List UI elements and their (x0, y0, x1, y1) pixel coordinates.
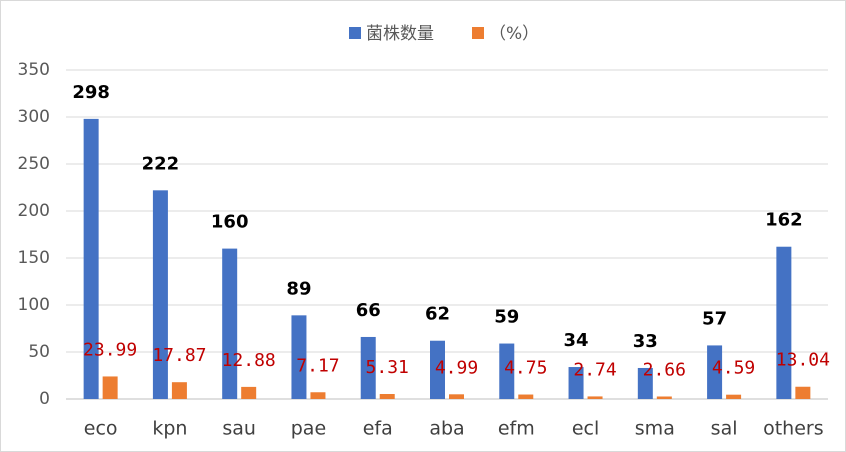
x-tick-label: pae (291, 418, 326, 440)
data-label: 7.17 (296, 355, 339, 376)
y-tick-label: 250 (18, 154, 50, 174)
bar (171, 382, 187, 399)
bar (310, 392, 326, 399)
data-label: 2.74 (573, 359, 616, 380)
y-tick-label: 350 (18, 60, 50, 80)
data-label: 12.88 (222, 350, 276, 371)
x-tick-label: sal (711, 418, 738, 440)
data-label: 4.59 (712, 358, 755, 379)
bar (726, 394, 742, 399)
bar (776, 246, 792, 399)
data-label: 34 (564, 330, 589, 351)
data-label: 4.99 (435, 357, 478, 378)
data-label: 298 (72, 82, 110, 103)
data-label: 13.04 (776, 350, 830, 371)
data-label: 162 (765, 210, 803, 231)
bar (449, 394, 464, 399)
x-tick-label: sma (635, 418, 675, 440)
data-label: 33 (633, 331, 658, 352)
data-label: 57 (702, 308, 727, 329)
data-label: 62 (425, 304, 450, 325)
data-label: 4.75 (504, 358, 547, 379)
data-label: 222 (142, 153, 180, 174)
y-tick-label: 100 (18, 295, 50, 315)
y-tick-label: 150 (18, 248, 50, 268)
data-label: 59 (494, 307, 519, 328)
bar (518, 394, 534, 399)
y-tick-label: 0 (39, 389, 50, 409)
bar (360, 336, 376, 399)
data-label: 5.31 (366, 357, 409, 378)
y-tick-label: 200 (18, 201, 50, 221)
legend-label: 菌株数量 (366, 24, 434, 44)
legend-swatch (349, 27, 361, 39)
x-tick-label: others (763, 418, 824, 440)
bar (499, 343, 515, 399)
bar (152, 190, 168, 399)
x-tick-label: efa (363, 418, 393, 440)
data-label: 2.66 (643, 359, 686, 380)
bar (637, 367, 653, 399)
bar (102, 376, 118, 399)
bar (587, 396, 603, 399)
data-label: 66 (356, 300, 381, 321)
data-label: 160 (211, 212, 249, 233)
bar (430, 340, 445, 399)
legend-swatch (472, 27, 484, 39)
bar (83, 118, 99, 399)
x-tick-label: kpn (152, 418, 187, 440)
bar (291, 315, 307, 399)
y-tick-label: 300 (18, 107, 50, 127)
bar (795, 386, 811, 399)
x-tick-label: eco (84, 418, 118, 440)
legend-label: （%） (489, 24, 539, 44)
x-tick-label: efm (498, 418, 535, 440)
data-label: 23.99 (83, 339, 137, 360)
bar (222, 248, 238, 399)
x-tick-label: aba (429, 418, 464, 440)
data-label: 89 (286, 278, 311, 299)
x-tick-label: sau (222, 418, 256, 440)
y-tick-label: 50 (28, 342, 50, 362)
bar (241, 386, 257, 399)
data-label: 17.87 (152, 345, 206, 366)
bar (656, 396, 672, 399)
x-tick-label: ecl (572, 418, 599, 440)
bar (707, 345, 723, 399)
bar (379, 394, 395, 399)
bar (568, 367, 584, 399)
